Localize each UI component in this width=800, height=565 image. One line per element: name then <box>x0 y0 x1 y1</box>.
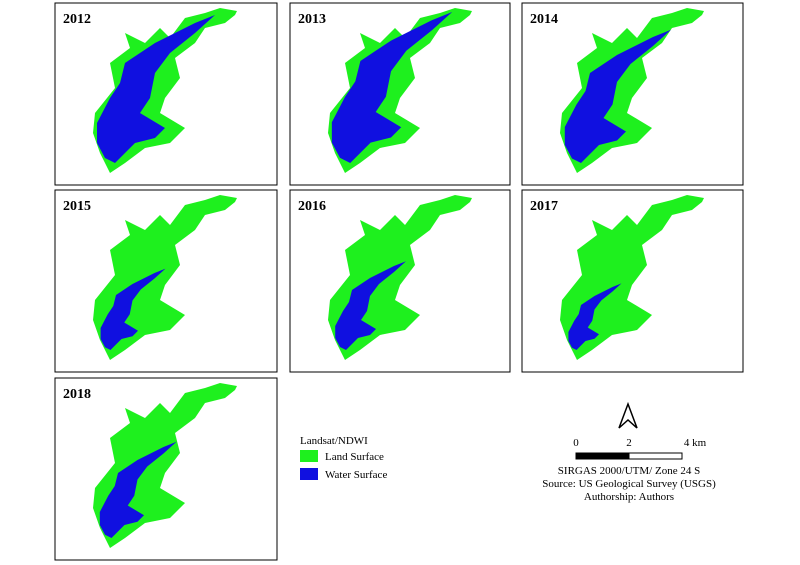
scale-label: 2 <box>626 437 632 449</box>
map-panel: 2016 <box>289 189 511 373</box>
panel-year: 2015 <box>63 199 91 214</box>
credits: SIRGAS 2000/UTM/ Zone 24 S Source: US Ge… <box>542 465 716 503</box>
credit-line: Authorship: Authors <box>584 491 674 503</box>
panel-year: 2013 <box>298 12 326 27</box>
legend-swatch <box>300 468 318 480</box>
legend-item: Water Surface <box>325 469 387 481</box>
north-arrow <box>618 401 638 429</box>
credit-line: SIRGAS 2000/UTM/ Zone 24 S <box>558 465 700 477</box>
panel-year: 2016 <box>298 199 326 214</box>
legend-item: Land Surface <box>325 451 384 463</box>
panel-year: 2018 <box>63 387 91 402</box>
scale-bar: 0 2 4 km <box>573 437 707 460</box>
legend: Landsat/NDWI Land Surface Water Surface <box>300 435 387 481</box>
panel-year: 2017 <box>530 199 558 214</box>
legend-title: Landsat/NDWI <box>300 435 368 447</box>
scale-label: 0 <box>573 437 579 449</box>
scale-label: 4 km <box>684 437 707 449</box>
legend-swatch <box>300 450 318 462</box>
map-panel: 2017 <box>521 189 744 373</box>
credit-line: Source: US Geological Survey (USGS) <box>542 478 716 490</box>
map-panel: 2015 <box>54 189 278 373</box>
panel-year: 2012 <box>63 12 91 27</box>
map-panel: 2014 <box>521 2 744 186</box>
map-panel: 2013 <box>289 2 511 186</box>
panel-year: 2014 <box>530 12 558 27</box>
map-panel: 2018 <box>54 377 278 561</box>
map-panel: 2012 <box>54 2 278 186</box>
